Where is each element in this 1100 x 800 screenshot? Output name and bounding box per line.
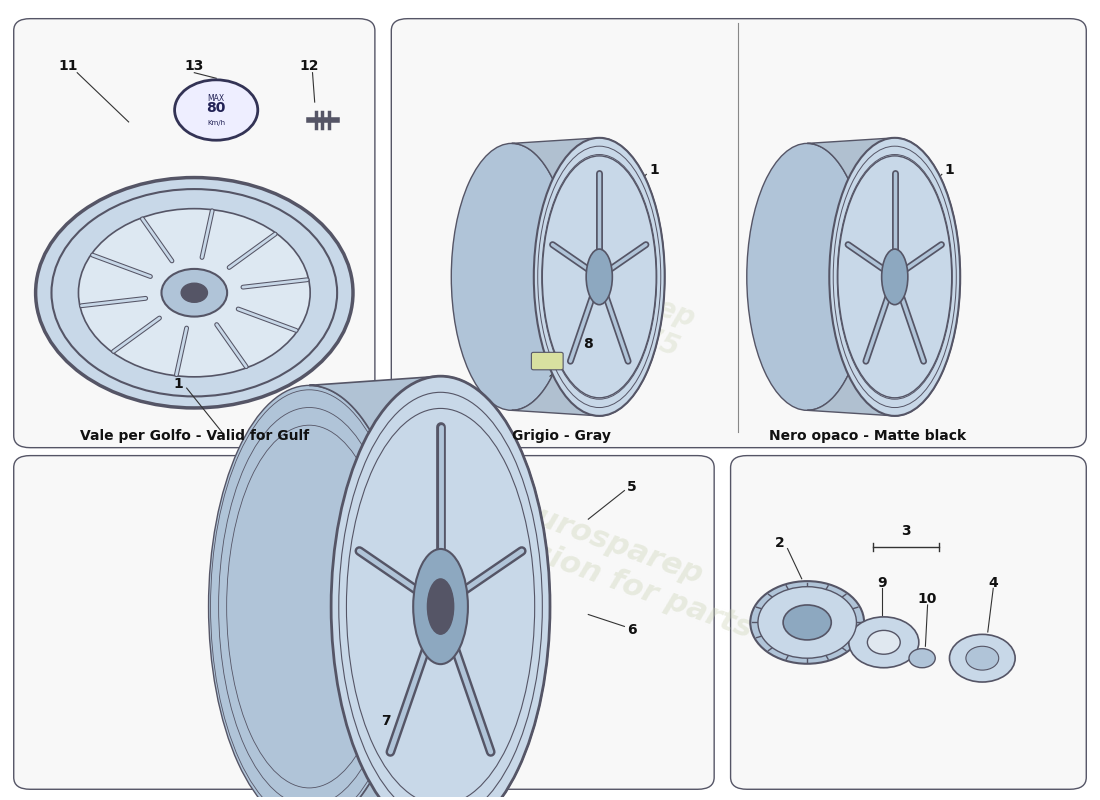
Text: 1: 1 bbox=[649, 162, 659, 177]
Text: 6: 6 bbox=[627, 623, 637, 638]
Text: 13: 13 bbox=[185, 59, 204, 74]
Text: 10: 10 bbox=[917, 592, 937, 606]
Ellipse shape bbox=[829, 138, 960, 416]
Ellipse shape bbox=[331, 376, 550, 800]
Text: Km/h: Km/h bbox=[207, 120, 226, 126]
Ellipse shape bbox=[882, 249, 908, 305]
Text: eurosparep
since 1975: eurosparep since 1975 bbox=[510, 246, 700, 364]
Ellipse shape bbox=[414, 549, 468, 664]
FancyBboxPatch shape bbox=[13, 456, 714, 790]
Polygon shape bbox=[807, 138, 960, 416]
Text: 80: 80 bbox=[207, 102, 226, 115]
Ellipse shape bbox=[838, 156, 952, 398]
Text: 1: 1 bbox=[173, 377, 183, 391]
Text: MAX: MAX bbox=[208, 94, 224, 103]
Text: 9: 9 bbox=[877, 576, 887, 590]
Text: Nero opaco - Matte black: Nero opaco - Matte black bbox=[769, 429, 966, 442]
Text: 7: 7 bbox=[381, 714, 390, 728]
Circle shape bbox=[78, 209, 310, 377]
Text: 3: 3 bbox=[901, 524, 911, 538]
Text: 2: 2 bbox=[776, 536, 784, 550]
Text: 1: 1 bbox=[945, 162, 955, 177]
Circle shape bbox=[35, 178, 353, 408]
Circle shape bbox=[949, 634, 1015, 682]
Circle shape bbox=[52, 189, 337, 397]
Text: Grigio - Gray: Grigio - Gray bbox=[512, 429, 610, 442]
Polygon shape bbox=[309, 376, 550, 800]
Circle shape bbox=[966, 646, 999, 670]
Circle shape bbox=[783, 605, 832, 640]
Circle shape bbox=[909, 649, 935, 668]
FancyBboxPatch shape bbox=[730, 456, 1087, 790]
Ellipse shape bbox=[428, 579, 453, 634]
FancyBboxPatch shape bbox=[531, 352, 563, 370]
Ellipse shape bbox=[586, 249, 613, 305]
Ellipse shape bbox=[534, 138, 664, 416]
Circle shape bbox=[750, 581, 865, 664]
Ellipse shape bbox=[542, 156, 657, 398]
FancyBboxPatch shape bbox=[13, 18, 375, 448]
Ellipse shape bbox=[747, 143, 868, 410]
Polygon shape bbox=[512, 138, 664, 416]
Ellipse shape bbox=[209, 386, 410, 800]
Circle shape bbox=[758, 586, 857, 658]
Text: 12: 12 bbox=[299, 59, 319, 74]
Circle shape bbox=[849, 617, 918, 668]
Text: 4: 4 bbox=[989, 576, 998, 590]
Text: 5: 5 bbox=[627, 480, 637, 494]
Circle shape bbox=[175, 80, 257, 140]
Text: eurosparep
a passion for parts: eurosparep a passion for parts bbox=[442, 474, 768, 644]
Circle shape bbox=[868, 630, 900, 654]
Ellipse shape bbox=[451, 143, 572, 410]
FancyBboxPatch shape bbox=[392, 18, 1087, 448]
Text: Vale per Golfo - Valid for Gulf: Vale per Golfo - Valid for Gulf bbox=[79, 429, 309, 442]
Circle shape bbox=[162, 269, 227, 317]
Text: 8: 8 bbox=[583, 338, 593, 351]
Circle shape bbox=[182, 283, 208, 302]
Text: 11: 11 bbox=[58, 59, 78, 74]
